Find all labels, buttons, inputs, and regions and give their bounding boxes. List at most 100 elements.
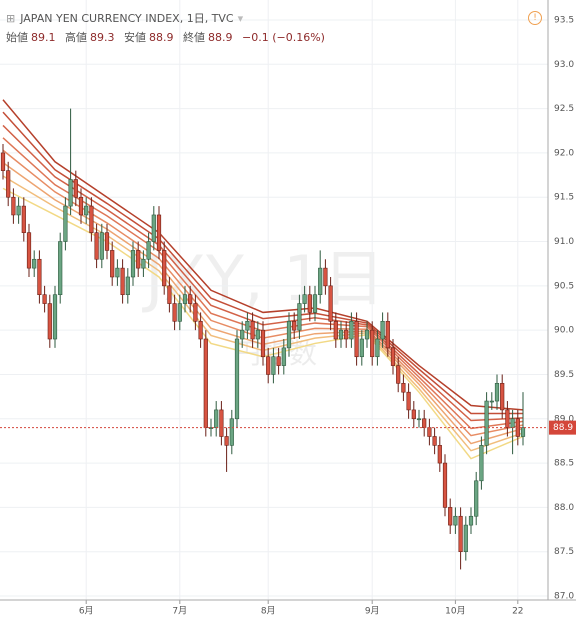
alert-icon[interactable]: ! xyxy=(528,11,542,25)
candle-body xyxy=(156,214,162,251)
candle-body xyxy=(307,294,312,313)
candle-body xyxy=(271,356,276,375)
candle-body xyxy=(203,338,208,428)
candle-body xyxy=(240,329,245,340)
candle-body xyxy=(302,294,307,304)
candle-body xyxy=(349,320,354,340)
candle-body xyxy=(146,241,151,260)
candle-body xyxy=(375,338,380,358)
last-price-tag xyxy=(549,420,576,435)
candle-body xyxy=(427,427,432,437)
candle-body xyxy=(94,232,99,260)
candle-body xyxy=(130,250,136,278)
candle-body xyxy=(432,436,437,446)
candle-body xyxy=(120,267,125,296)
candle-body xyxy=(245,320,250,331)
candle-body xyxy=(505,409,510,428)
candle-body xyxy=(453,515,458,526)
expand-icon[interactable]: ⊞ xyxy=(6,12,16,25)
candle-body xyxy=(99,232,104,260)
x-tick-label: 22 xyxy=(512,607,523,617)
chart-title: JAPAN YEN CURRENCY INDEX, 1日, TVC xyxy=(20,12,234,25)
candle-body xyxy=(136,250,141,269)
y-tick-label: 88.5 xyxy=(554,459,574,469)
candle-body xyxy=(437,445,442,464)
candle-body xyxy=(234,338,240,420)
candle-body xyxy=(219,409,224,437)
candle-body xyxy=(333,320,338,340)
x-tick-label: 10月 xyxy=(445,606,465,617)
candle-body xyxy=(182,294,188,304)
candle-body xyxy=(151,214,156,242)
candle-body xyxy=(338,329,344,340)
candle-body xyxy=(172,303,177,322)
high-label: 高値 xyxy=(65,31,87,44)
candle-body xyxy=(110,250,115,278)
candle-body xyxy=(32,258,37,269)
candle-body xyxy=(474,480,479,517)
candle-body xyxy=(104,232,110,251)
candle-body xyxy=(26,232,32,269)
candle-body xyxy=(328,285,333,322)
candle-body xyxy=(396,365,401,384)
low-label: 安値 xyxy=(124,31,146,44)
candle-body xyxy=(21,205,26,233)
low-value: 88.9 xyxy=(149,31,174,44)
candle-body xyxy=(468,515,474,526)
y-tick-label: 90.5 xyxy=(554,281,574,291)
candle-body xyxy=(260,329,266,358)
candle-body xyxy=(214,409,219,428)
open-value: 89.1 xyxy=(31,31,56,44)
candle-body xyxy=(380,320,385,340)
candle-body xyxy=(494,383,500,402)
candle-body xyxy=(401,383,406,393)
candle-body xyxy=(292,320,297,331)
candle-body xyxy=(73,179,78,198)
candle-body xyxy=(390,347,396,366)
candle-body xyxy=(68,179,73,207)
x-tick-label: 6月 xyxy=(79,606,94,617)
candle-body xyxy=(489,400,494,403)
dropdown-icon[interactable]: ▾ xyxy=(237,12,244,25)
candle-body xyxy=(479,445,484,482)
y-tick-label: 89.5 xyxy=(554,370,574,380)
x-tick-label: 9月 xyxy=(365,606,380,617)
change-value: −0.1 (−0.16%) xyxy=(242,31,325,44)
y-tick-label: 93.5 xyxy=(554,16,574,26)
candle-body xyxy=(276,356,281,366)
candle-body xyxy=(463,524,468,552)
candle-body xyxy=(58,241,63,296)
candle-body xyxy=(510,418,515,428)
candle-body xyxy=(484,400,489,446)
y-tick-label: 89.0 xyxy=(554,414,574,424)
candle-body xyxy=(167,285,172,304)
y-tick-label: 87.0 xyxy=(554,592,574,602)
candle-body xyxy=(177,303,182,322)
close-label: 終値 xyxy=(183,31,205,44)
y-tick-label: 87.5 xyxy=(554,547,574,557)
candle-body xyxy=(406,391,411,411)
candle-body xyxy=(344,329,349,340)
y-tick-label: 91.0 xyxy=(554,237,574,247)
candle-body xyxy=(500,383,505,411)
candle-body xyxy=(250,320,255,340)
candle-body xyxy=(448,507,453,526)
candle-body xyxy=(78,196,84,216)
candle-body xyxy=(458,515,463,552)
y-tick-label: 91.5 xyxy=(554,193,574,203)
candle-body xyxy=(84,205,89,216)
ribbon-line xyxy=(2,111,523,415)
y-tick-label: 92.0 xyxy=(554,148,574,158)
candle-body xyxy=(52,294,58,340)
candle-body xyxy=(16,205,21,216)
candle-body xyxy=(312,294,318,313)
close-value: 88.9 xyxy=(208,31,233,44)
candle-body xyxy=(229,418,234,446)
candle-body xyxy=(318,267,323,296)
y-tick-label: 92.5 xyxy=(554,104,574,114)
candle-body xyxy=(385,320,390,349)
candle-body xyxy=(47,303,52,340)
candle-body xyxy=(125,276,130,296)
candle-body xyxy=(37,258,42,296)
